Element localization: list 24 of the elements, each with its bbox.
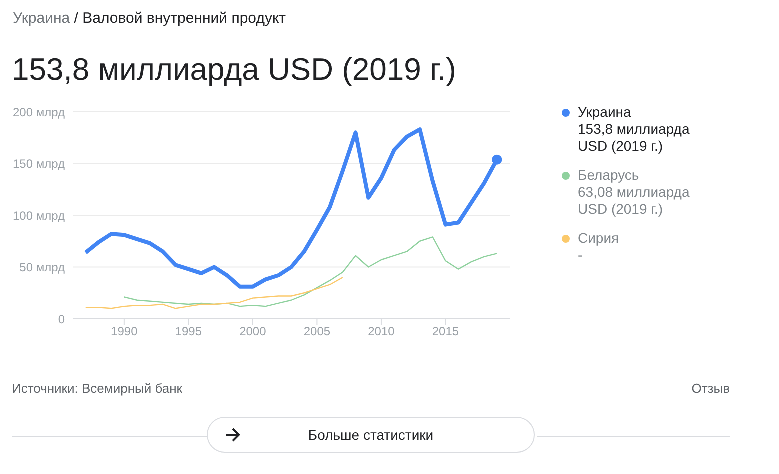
x-tick-label: 2010 bbox=[368, 324, 396, 339]
text: Больше статистики bbox=[307, 427, 435, 443]
x-tick-label: 2015 bbox=[432, 324, 460, 339]
x-tick-label: 2000 bbox=[240, 324, 267, 339]
text: Отзыв bbox=[692, 381, 730, 396]
text: - bbox=[578, 247, 584, 264]
x-tick-label: 1990 bbox=[111, 324, 138, 339]
y-tick-label: 150 млрд bbox=[12, 157, 65, 172]
y-tick-label: 100 млрд bbox=[12, 208, 65, 223]
y-tick-label: 50 млрд bbox=[20, 260, 65, 275]
text: 63,08 миллиарда USD (2019 г.) bbox=[578, 184, 690, 218]
line-series bbox=[124, 236, 498, 308]
x-tick-label: 2005 bbox=[304, 324, 331, 339]
chart-subtitle: Украина / Валовой внутренний продукт bbox=[13, 10, 286, 27]
legend-label: Сирия bbox=[578, 230, 620, 247]
text: Источники: Всемирный банк bbox=[12, 381, 182, 396]
legend-label: Украина bbox=[578, 104, 632, 121]
chart-title: 153,8 миллиарда USD (2019 г.) bbox=[12, 52, 456, 88]
line-series bbox=[85, 277, 344, 310]
y-tick-label: 200 млрд bbox=[12, 105, 65, 120]
x-tick-label: 1995 bbox=[175, 324, 202, 339]
y-tick-label: 0 bbox=[58, 312, 66, 326]
text: 153,8 миллиарда USD (2019 г.) bbox=[578, 121, 690, 155]
legend-label: Беларусь bbox=[578, 167, 640, 184]
